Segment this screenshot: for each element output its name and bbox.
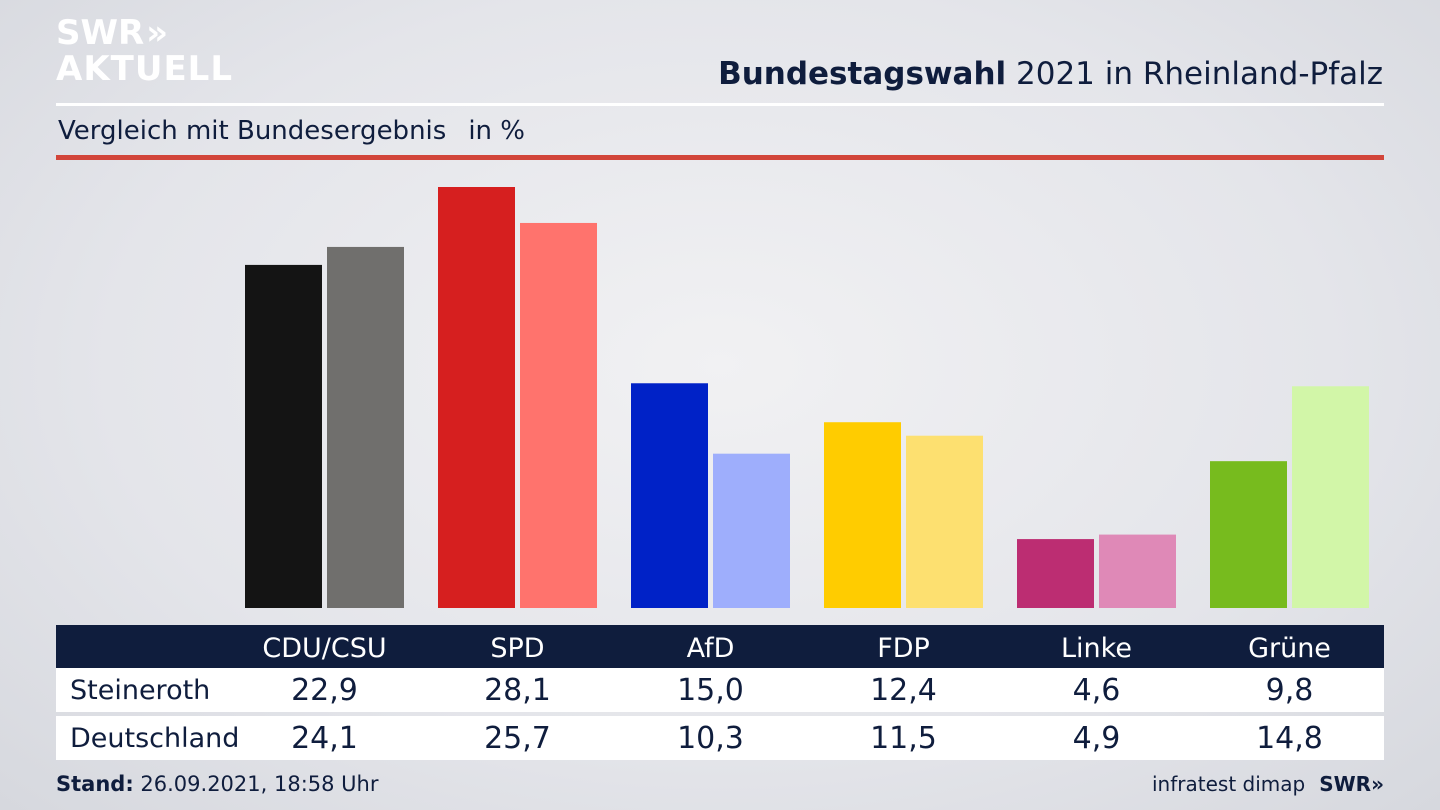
bar-gr-ne-deutschland: [1292, 386, 1369, 608]
row-label-deutschland: Deutschland: [70, 722, 240, 754]
bar-spd-deutschland: [520, 222, 597, 609]
table-cell: 4,9: [1072, 720, 1121, 756]
title-divider: [56, 103, 1384, 106]
timestamp: Stand: 26.09.2021, 18:58 Uhr: [56, 772, 379, 796]
stand-label: Stand:: [56, 772, 134, 796]
row-label-steineroth: Steineroth: [70, 674, 211, 706]
table-cell: 24,1: [291, 720, 358, 756]
source-name: infratest dimap: [1152, 772, 1306, 796]
bar-fdp-steineroth: [824, 422, 901, 608]
bar-chart: [245, 187, 1369, 609]
chart-subtitle: Vergleich mit Bundesergebnis in %: [58, 116, 525, 146]
table-cell: 22,9: [291, 672, 358, 708]
bar-linke-deutschland: [1099, 534, 1176, 608]
table-header-1: SPD: [490, 633, 545, 664]
bar-cdu-csu-deutschland: [327, 246, 404, 608]
table-cell: 9,8: [1265, 672, 1314, 708]
table-header-4: Linke: [1061, 633, 1132, 664]
bar-fdp-deutschland: [906, 435, 983, 608]
table-cell: 14,8: [1256, 720, 1323, 756]
bar-linke-steineroth: [1017, 539, 1094, 608]
bar-spd-steineroth: [438, 187, 515, 608]
results-table: CDU/CSU SPD AfD FDP Linke Grüne Steineroth 22…: [56, 625, 1384, 760]
subtitle-divider: [56, 155, 1384, 160]
swr-footer-logo: SWR»: [1319, 772, 1384, 796]
bar-cdu-csu-steineroth: [245, 264, 322, 608]
bar-gr-ne-steineroth: [1210, 461, 1287, 608]
swr-aktuell-logo: SWR» AKTUELL: [56, 16, 233, 86]
table-header-0: CDU/CSU: [262, 633, 387, 664]
table-cell: 4,6: [1072, 672, 1121, 708]
table-row-deutschland: Deutschland 24,1 25,7 10,3 11,5 4,9 14,8: [56, 716, 1384, 760]
source-credit: infratest dimap SWR»: [1152, 772, 1384, 796]
chart-title: Bundestagswahl 2021 in Rheinland-Pfalz: [718, 56, 1383, 92]
table-header-row: CDU/CSU SPD AfD FDP Linke Grüne: [56, 625, 1384, 668]
table-cell: 12,4: [870, 672, 937, 708]
table-cell: 25,7: [484, 720, 551, 756]
chart-title-rest: 2021 in Rheinland-Pfalz: [1006, 56, 1383, 92]
table-cell: 28,1: [484, 672, 551, 708]
table-header-5: Grüne: [1248, 633, 1331, 664]
logo-swr: SWR: [56, 13, 145, 53]
bar-afd-deutschland: [713, 453, 790, 608]
logo-aktuell: AKTUELL: [56, 49, 234, 89]
unit-label: in %: [468, 116, 525, 146]
stand-value: 26.09.2021, 18:58 Uhr: [133, 772, 379, 796]
subtitle-text: Vergleich mit Bundesergebnis: [58, 116, 447, 146]
table-cell: 15,0: [677, 672, 744, 708]
table-header-3: FDP: [877, 633, 930, 664]
table-cell: 11,5: [870, 720, 937, 756]
table-header-2: AfD: [686, 633, 735, 664]
chart-title-bold: Bundestagswahl: [718, 56, 1007, 92]
table-cell: 10,3: [677, 720, 744, 756]
bar-afd-steineroth: [631, 383, 708, 608]
table-row-steineroth: Steineroth 22,9 28,1 15,0 12,4 4,6 9,8: [56, 668, 1384, 712]
